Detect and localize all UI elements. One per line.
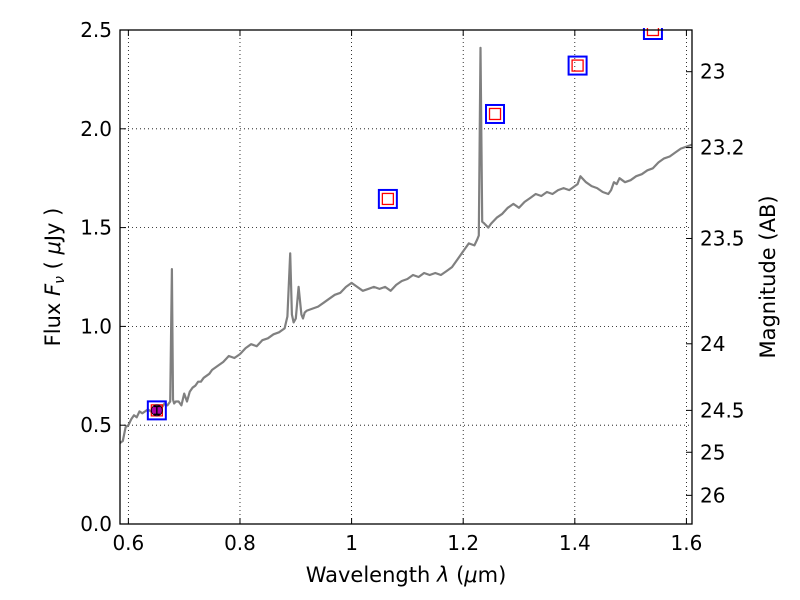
photometry-square-inner (381, 192, 395, 206)
y-tick-label: 2.0 (80, 117, 112, 141)
y2-tick-label: 23.5 (700, 226, 745, 250)
photometry-square (377, 188, 398, 209)
photometry-square-inner (488, 107, 502, 121)
plot-frame (119, 29, 693, 525)
y2-tick-label: 23 (700, 60, 725, 84)
series-layer (120, 28, 692, 444)
x-tick-label: 1.6 (671, 531, 703, 555)
y2-tick-label: 24 (700, 332, 725, 356)
y2-tick-label: 23.2 (700, 136, 745, 160)
x-tick-label: 0.8 (224, 531, 256, 555)
axis-tick-labels: 0.6 0.8 1 1.2 1.4 1.6 0.0 0.5 1.0 1.5 2.0 2.5 23 23.2… (80, 18, 744, 555)
y-tick-label: 0.5 (80, 413, 112, 437)
y-tick-label: 0.0 (80, 512, 112, 536)
photometry-square (567, 55, 588, 76)
grid (120, 29, 692, 525)
secondary-y-axis-label: Magnitude (AB) (756, 195, 780, 358)
y2-tick-label: 26 (700, 483, 725, 507)
y-tick-label: 1.5 (80, 216, 112, 240)
y-axis-label: Flux Fν ( μJy ) (41, 208, 68, 347)
y2-tick-label: 25 (700, 440, 725, 464)
x-axis-label: Wavelength λ (μm) (306, 563, 507, 587)
spectrum-line (120, 46, 692, 444)
x-tick-label: 1 (345, 531, 358, 555)
y-tick-label: 1.0 (80, 314, 112, 338)
x-tick-label: 1.4 (559, 531, 591, 555)
y2-tick-label: 24.5 (700, 398, 745, 422)
photometry-square (146, 400, 167, 421)
y-tick-label: 2.5 (80, 18, 112, 42)
x-tick-label: 0.6 (112, 531, 144, 555)
photometry-square-inner (571, 59, 584, 72)
axis-ticks (120, 29, 692, 525)
x-tick-label: 1.2 (447, 531, 479, 555)
plot-area (120, 28, 692, 444)
photometry-square (485, 103, 506, 124)
